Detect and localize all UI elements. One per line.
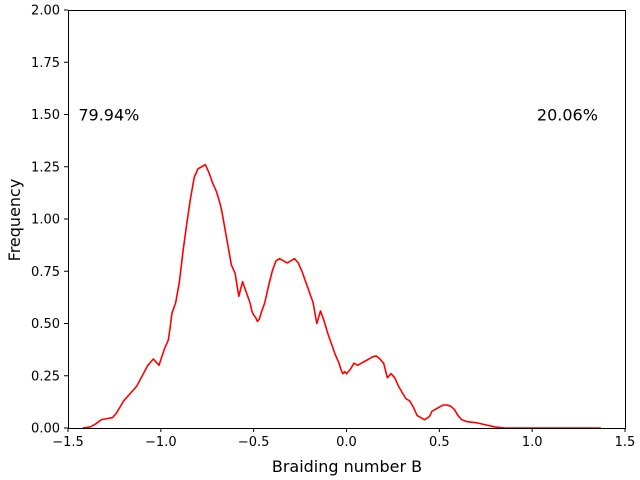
y-tick-label: 0.00 bbox=[31, 422, 60, 437]
x-tick-label: 1.0 bbox=[522, 435, 543, 450]
y-tick-label: 1.00 bbox=[31, 213, 60, 228]
y-tick-label: 1.50 bbox=[31, 108, 60, 123]
x-tick-label: −0.5 bbox=[238, 435, 270, 450]
x-axis-ticks: −1.5 −1.0 −0.5 0.0 0.5 1.0 1.5 bbox=[52, 428, 635, 450]
annotations: 79.94% 20.06% bbox=[78, 106, 598, 125]
y-tick-label: 0.75 bbox=[31, 265, 60, 280]
x-tick-label: −1.0 bbox=[145, 435, 177, 450]
y-tick-label: 0.50 bbox=[31, 317, 60, 332]
y-tick-label: 2.00 bbox=[31, 4, 60, 19]
x-tick-label: 1.5 bbox=[615, 435, 636, 450]
y-axis-ticks: 0.00 0.25 0.50 0.75 1.00 1.25 1.50 1.75 2.00 bbox=[31, 4, 68, 437]
series-layer bbox=[82, 163, 601, 429]
y-tick-label: 0.25 bbox=[31, 369, 60, 384]
x-tick-label: −1.5 bbox=[52, 435, 84, 450]
y-tick-label: 1.75 bbox=[31, 56, 60, 71]
series-line-frequency bbox=[82, 163, 601, 429]
x-axis-label: Braiding number B bbox=[272, 457, 422, 476]
percentage-annotation: 20.06% bbox=[537, 106, 598, 125]
y-axis-label: Frequency bbox=[5, 179, 24, 262]
percentage-annotation: 79.94% bbox=[78, 106, 139, 125]
x-tick-label: 0.0 bbox=[336, 435, 357, 450]
x-tick-label: 0.5 bbox=[429, 435, 450, 450]
y-tick-label: 1.25 bbox=[31, 160, 60, 175]
